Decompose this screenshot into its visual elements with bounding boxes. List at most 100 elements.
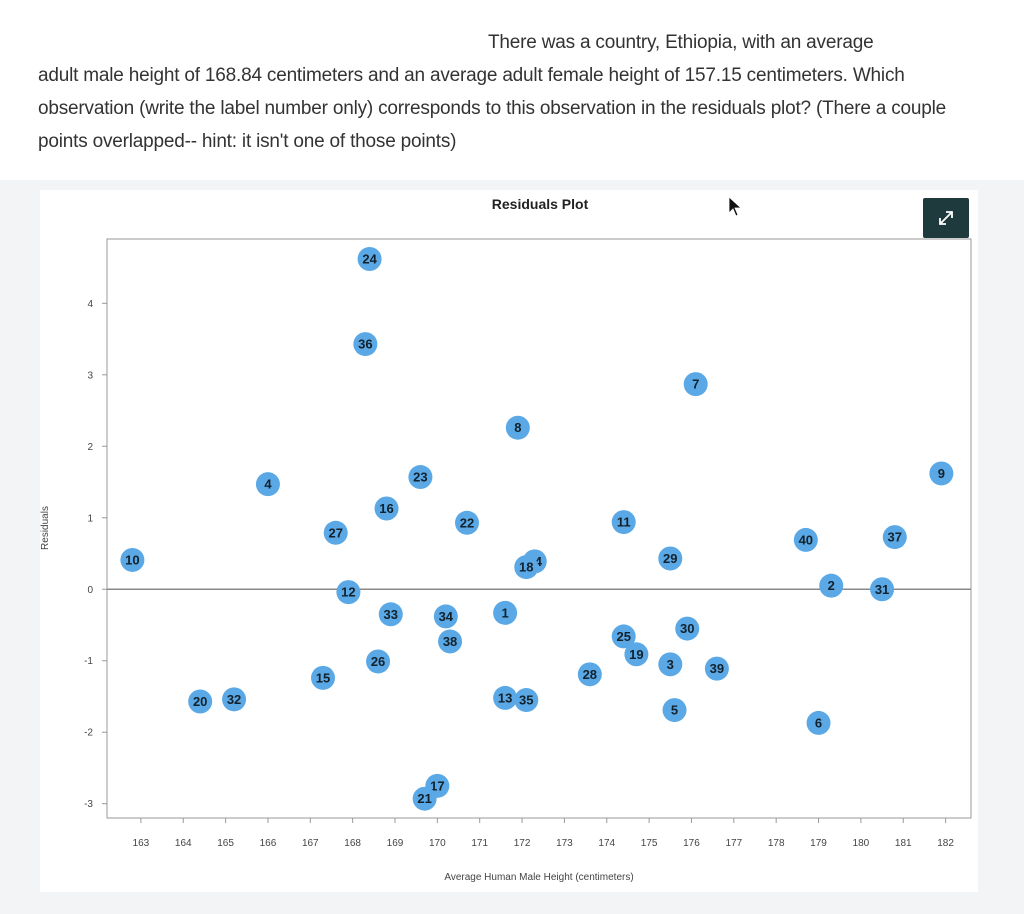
data-point-31[interactable]: 31	[870, 577, 895, 602]
y-tick-label: 4	[87, 299, 93, 310]
data-point-marker	[929, 461, 954, 486]
expand-arrows-icon	[939, 211, 953, 225]
data-point-marker	[493, 685, 518, 710]
x-tick-label: 180	[853, 838, 870, 849]
y-tick-label: 0	[87, 585, 93, 596]
data-point-11[interactable]: 11	[611, 510, 636, 535]
data-point-9[interactable]: 9	[929, 461, 954, 486]
data-point-3[interactable]: 3	[658, 652, 683, 677]
data-point-marker	[819, 573, 844, 598]
data-point-7[interactable]: 7	[683, 372, 708, 397]
data-point-label: 1	[502, 605, 509, 620]
question-body: adult male height of 168.84 centimeters …	[38, 65, 947, 152]
data-point-marker	[255, 472, 280, 497]
y-tick-label: -3	[84, 799, 93, 810]
data-point-marker	[514, 688, 539, 713]
data-point-38[interactable]: 38	[438, 629, 463, 654]
data-point-label: 16	[379, 501, 393, 516]
data-point-21[interactable]: 21	[412, 786, 437, 811]
x-tick-label: 171	[471, 838, 488, 849]
data-point-marker	[366, 649, 391, 674]
x-tick-label: 169	[387, 838, 404, 849]
data-point-label: 32	[227, 692, 241, 707]
data-point-marker	[505, 415, 530, 440]
data-point-18[interactable]: 18	[514, 555, 539, 580]
data-point-33[interactable]: 33	[378, 602, 403, 627]
data-point-label: 2	[828, 578, 835, 593]
data-point-label: 4	[264, 477, 272, 492]
data-point-16[interactable]: 16	[374, 496, 399, 521]
data-point-marker	[577, 662, 602, 687]
data-point-marker	[188, 689, 213, 714]
data-point-28[interactable]: 28	[577, 662, 602, 687]
data-point-marker	[675, 616, 700, 641]
data-point-label: 25	[616, 629, 630, 644]
y-tick-label: -2	[84, 728, 93, 739]
data-point-19[interactable]: 19	[624, 642, 649, 667]
plot-frame	[106, 238, 972, 819]
data-point-36[interactable]: 36	[353, 332, 378, 357]
data-point-37[interactable]: 37	[882, 525, 907, 550]
data-point-5[interactable]: 5	[662, 698, 687, 723]
data-point-15[interactable]: 15	[311, 665, 335, 690]
data-point-24[interactable]: 24	[357, 247, 382, 272]
data-point-22[interactable]: 22	[455, 510, 479, 535]
data-point-label: 21	[417, 791, 431, 806]
data-point-label: 15	[316, 670, 330, 685]
data-point-marker	[433, 604, 458, 629]
data-point-2[interactable]: 2	[819, 573, 844, 598]
x-tick-label: 167	[302, 838, 319, 849]
y-axis-label: Residuals	[40, 506, 51, 550]
expand-button[interactable]	[923, 198, 969, 238]
data-point-26[interactable]: 26	[366, 649, 391, 674]
data-point-label: 6	[815, 715, 822, 730]
data-point-label: 38	[443, 634, 457, 649]
data-point-label: 9	[938, 466, 945, 481]
data-point-40[interactable]: 40	[793, 527, 818, 552]
data-point-marker	[493, 600, 518, 625]
data-point-marker	[683, 372, 708, 397]
data-point-label: 28	[583, 667, 597, 682]
data-point-39[interactable]: 39	[704, 656, 729, 681]
data-point-marker	[658, 546, 683, 571]
data-point-27[interactable]: 27	[323, 520, 348, 545]
data-point-13[interactable]: 13	[493, 685, 518, 710]
data-point-4[interactable]: 4	[255, 472, 280, 497]
data-point-6[interactable]: 6	[806, 710, 831, 735]
x-tick-label: 172	[514, 838, 531, 849]
data-point-marker	[374, 496, 399, 521]
y-tick-label: 2	[87, 442, 93, 453]
data-point-23[interactable]: 23	[408, 465, 433, 490]
y-tick-label: 3	[87, 370, 93, 381]
data-point-30[interactable]: 30	[675, 616, 700, 641]
x-tick-label: 170	[429, 838, 446, 849]
data-point-marker	[323, 520, 348, 545]
data-point-label: 33	[384, 607, 398, 622]
x-tick-label: 179	[810, 838, 827, 849]
redacted-text-area	[12, 26, 482, 52]
data-point-20[interactable]: 20	[188, 689, 213, 714]
x-tick-label: 163	[133, 838, 150, 849]
data-point-marker	[120, 547, 145, 572]
data-point-12[interactable]: 12	[336, 580, 361, 605]
data-point-29[interactable]: 29	[658, 546, 683, 571]
data-point-10[interactable]: 10	[120, 547, 145, 572]
data-point-8[interactable]: 8	[505, 415, 530, 440]
data-point-32[interactable]: 32	[222, 687, 247, 712]
data-point-label: 35	[519, 693, 533, 708]
data-point-label: 31	[875, 582, 889, 597]
question-line-1: There was a country, Ethiopia, with an a…	[488, 32, 874, 53]
data-point-25[interactable]: 25	[611, 624, 636, 649]
data-point-35[interactable]: 35	[514, 688, 539, 713]
x-tick-label: 178	[768, 838, 785, 849]
x-tick-label: 177	[725, 838, 742, 849]
data-point-label: 34	[439, 609, 454, 624]
data-point-label: 40	[799, 532, 813, 547]
x-tick-label: 168	[344, 838, 361, 849]
data-point-marker	[704, 656, 729, 681]
x-axis-label: Average Human Male Height (centimeters)	[444, 872, 633, 883]
data-point-marker	[378, 602, 403, 627]
data-point-1[interactable]: 1	[493, 600, 518, 625]
data-point-34[interactable]: 34	[433, 604, 458, 629]
data-point-label: 17	[430, 778, 444, 793]
